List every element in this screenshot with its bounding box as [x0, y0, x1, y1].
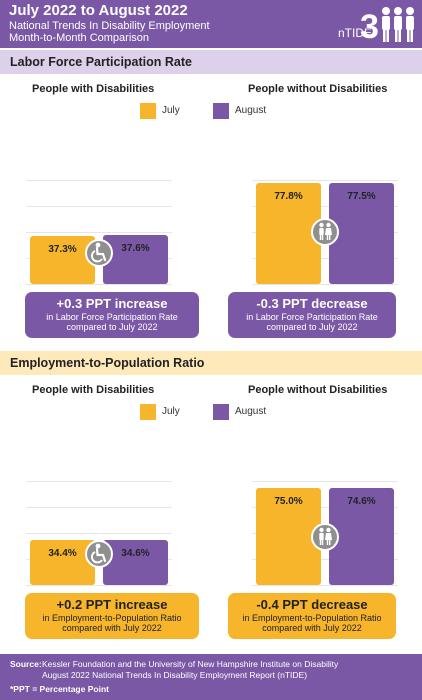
- section-1-group-1-change-desc-2: compared to July 2022: [66, 322, 158, 332]
- section-2-group-1-icon-badge: [85, 540, 113, 568]
- section-1-group-1-change-box: +0.3 PPT increase in Labor Force Particip…: [25, 292, 199, 338]
- section-1-group-2-gridline: [252, 206, 398, 207]
- section-1-group-2-gridline: [252, 180, 398, 181]
- source-line-2: August 2022 National Trends In Disabilit…: [42, 670, 308, 680]
- section-2-group-2-gridline: [252, 585, 398, 586]
- header-banner: July 2022 to August 2022 National Trends…: [0, 0, 422, 48]
- section-1-group-2-change-desc-1: in Labor Force Participation Rate: [246, 312, 378, 322]
- section-1-bar: [0, 50, 422, 74]
- section-2-group-2-change-desc-1: in Employment-to-Population Ratio: [242, 613, 382, 623]
- section-1-group-1-change-value: +0.3 PPT increase: [56, 296, 168, 311]
- section-1-group-1-bar-july: [30, 235, 95, 284]
- section-2-group-2-icon-badge: [311, 523, 339, 554]
- section-2-group-1-change-desc-2: compared with July 2022: [62, 623, 162, 633]
- section-1-group-2-bar-august: [329, 183, 394, 284]
- section-1-group-2-title: People without Disabilities: [248, 83, 388, 95]
- section-2-group-1-title: People with Disabilities: [32, 384, 155, 396]
- section-1-group-2-icon-badge: [311, 218, 339, 249]
- section-1-group-1-gridline: [26, 180, 172, 181]
- logo-text: nTIDE: [338, 26, 373, 40]
- section-2-group-2-gridline: [252, 481, 398, 482]
- section-2-group-1-change-desc-1: in Employment-to-Population Ratio: [42, 613, 182, 623]
- people-icon: [313, 525, 337, 554]
- ppt-note: *PPT = Percentage Point: [10, 684, 109, 694]
- section-2-group-2-change-value: -0.4 PPT decrease: [256, 597, 368, 612]
- section-1-legend-july-swatch: [140, 103, 156, 119]
- section-2-group-1-gridline: [26, 585, 172, 586]
- section-2-group-1-bar-august: [103, 540, 168, 585]
- section-2-group-1-change-box: +0.2 PPT increase in Employment-to-Popula…: [25, 593, 199, 639]
- section-2-legend-august-swatch: [213, 404, 229, 420]
- svg-text:3: 3: [360, 8, 379, 46]
- section-1-group-2-gridline: [252, 284, 398, 285]
- section-1-group-2-change-value: -0.3 PPT decrease: [256, 296, 368, 311]
- section-1-legend-august-label: August: [235, 105, 267, 116]
- section-2-group-1-bar-label-august: 34.6%: [121, 548, 150, 560]
- section-2-group-2-change-box: -0.4 PPT decrease in Employment-to-Popula…: [228, 593, 396, 639]
- header-subtitle-1: National Trends In Disability Employment: [9, 20, 210, 32]
- section-2-bar: [0, 351, 422, 375]
- section-1-group-1-gridline: [26, 206, 172, 207]
- section-2-group-2-bar-label-july: 75.0%: [274, 495, 303, 507]
- source-label: Source:: [10, 659, 42, 669]
- section-2-group-1-gridline: [26, 507, 172, 508]
- section-1-group-1-bar-august: [103, 235, 168, 284]
- section-2-group-1-gridline: [26, 481, 172, 482]
- section-2-group-2-title: People without Disabilities: [248, 384, 388, 396]
- section-1-group-1-bar-label-august: 37.6%: [121, 243, 150, 255]
- section-2-group-2-change-desc-2: compared with July 2022: [262, 623, 362, 633]
- section-2-group-2-gridline: [252, 507, 398, 508]
- section-1-group-2-change-desc-2: compared to July 2022: [266, 322, 358, 332]
- section-2-title: Employment-to-Population Ratio: [10, 356, 205, 370]
- section-2-legend-july-label: July: [162, 406, 180, 417]
- section-2-group-2-gridline: [252, 559, 398, 560]
- section-2-group-2-bar-august: [329, 488, 394, 585]
- section-1-group-2-bar-label-august: 77.5%: [347, 191, 376, 203]
- header-subtitle-2: Month-to-Month Comparison: [9, 32, 150, 44]
- section-2-group-2-bar-label-august: 74.6%: [347, 496, 376, 508]
- section-2-legend-july-swatch: [140, 404, 156, 420]
- section-1-group-2-bar-july: [256, 182, 321, 284]
- section-2-group-1-bar-july: [30, 540, 95, 585]
- section-1-group-1-gridline: [26, 232, 172, 233]
- section-2-group-2-bar-july: [256, 487, 321, 585]
- wheelchair-icon: [87, 542, 111, 571]
- footer: Source: Kessler Foundation and the Unive…: [0, 654, 422, 700]
- section-1-group-1-bar-label-july: 37.3%: [48, 243, 77, 255]
- section-1-legend-july-label: July: [162, 105, 180, 116]
- ntide-logo-icon: 3: [360, 7, 414, 46]
- header-title: July 2022 to August 2022: [9, 2, 188, 19]
- section-1-group-1-icon-badge: [85, 239, 113, 267]
- people-icon: [313, 220, 337, 249]
- section-2-group-1-change-value: +0.2 PPT increase: [56, 597, 168, 612]
- section-1-group-2-bar-label-july: 77.8%: [274, 190, 303, 202]
- section-1-group-2-change-box: -0.3 PPT decrease in Labor Force Particip…: [228, 292, 396, 338]
- section-1-group-1-change-desc-1: in Labor Force Participation Rate: [46, 312, 178, 322]
- section-1-title: Labor Force Participation Rate: [10, 55, 192, 69]
- source-line-1: Kessler Foundation and the University of…: [42, 659, 339, 669]
- section-1-group-1-gridline: [26, 284, 172, 285]
- wheelchair-icon: [87, 241, 111, 270]
- section-2-legend-august-label: August: [235, 406, 267, 417]
- section-1-group-1-title: People with Disabilities: [32, 83, 155, 95]
- section-2-group-1-gridline: [26, 533, 172, 534]
- section-2-group-1-bar-label-july: 34.4%: [48, 548, 77, 560]
- section-1-legend-august-swatch: [213, 103, 229, 119]
- section-1-group-2-gridline: [252, 258, 398, 259]
